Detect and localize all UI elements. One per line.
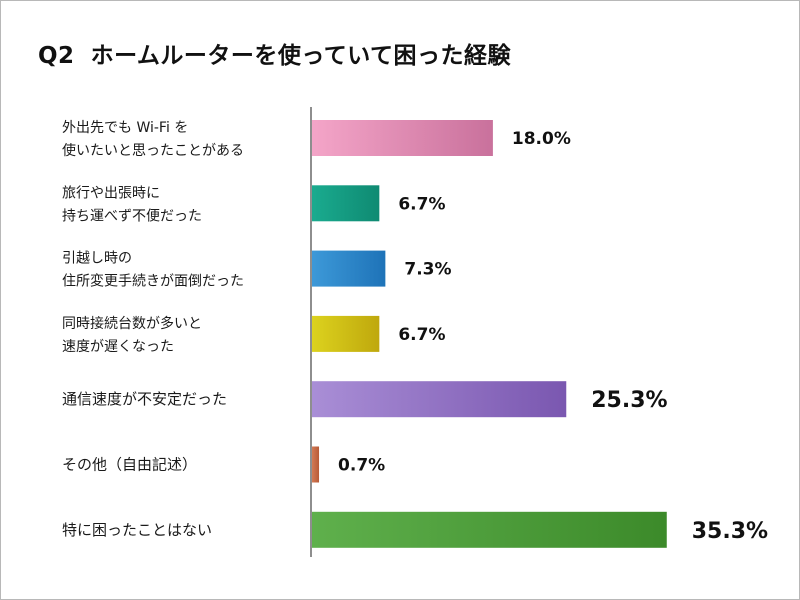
category-label-line: その他（自由記述） [62, 456, 197, 474]
value-label-4: 6.7% [398, 325, 445, 345]
bar-6 [312, 446, 320, 483]
category-label-7: 特に困ったことはない [62, 521, 212, 539]
chart-title: Q2 ホームルーターを使っていて困った経験 [38, 36, 511, 70]
value-label-5: 25.3% [591, 388, 667, 413]
value-label-2: 6.7% [398, 194, 445, 214]
category-label-line: 特に困ったことはない [62, 521, 212, 539]
value-labels: 18.0% 6.7% 7.3% 6.7% 25.3% 0.7% 35.3% [338, 129, 768, 544]
category-label-1: 外出先でも Wi-Fi を使いたいと思ったことがある [62, 120, 244, 159]
category-label-line: 同時接続台数が多いと [62, 315, 202, 332]
bar-5 [312, 381, 567, 418]
bar-7 [312, 511, 667, 548]
category-label-line: 旅行や出張時に [62, 185, 160, 201]
category-label-line: 住所変更手続きが面倒だった [62, 273, 244, 290]
value-label-3: 7.3% [404, 260, 451, 280]
category-label-line: 通信速度が不安定だった [62, 390, 227, 408]
value-label-1: 18.0% [512, 129, 571, 149]
category-label-6: その他（自由記述） [62, 456, 197, 474]
bar-1 [312, 120, 493, 156]
question-text: ホームルーターを使っていて困った経験 [90, 43, 512, 69]
bar-3 [312, 250, 386, 287]
value-label-6: 0.7% [338, 456, 385, 476]
category-label-line: 速度が遅くなった [62, 339, 174, 355]
bar-4 [312, 315, 380, 352]
category-labels: 外出先でも Wi-Fi を使いたいと思ったことがある旅行や出張時に持ち運べず不便… [62, 120, 244, 539]
category-label-line: 引越し時の [62, 251, 132, 267]
category-label-line: 持ち運べず不便だった [62, 208, 202, 224]
category-label-line: 外出先でも Wi-Fi を [62, 120, 188, 136]
category-label-3: 引越し時の住所変更手続きが面倒だった [62, 251, 244, 290]
category-label-5: 通信速度が不安定だった [62, 390, 227, 408]
bar-2 [312, 185, 380, 222]
question-number: Q2 [38, 43, 75, 69]
category-label-4: 同時接続台数が多いと速度が遅くなった [62, 315, 202, 355]
category-label-2: 旅行や出張時に持ち運べず不便だった [62, 185, 202, 224]
value-label-7: 35.3% [692, 519, 768, 544]
bars [312, 120, 667, 548]
category-label-line: 使いたいと思ったことがある [62, 142, 244, 159]
